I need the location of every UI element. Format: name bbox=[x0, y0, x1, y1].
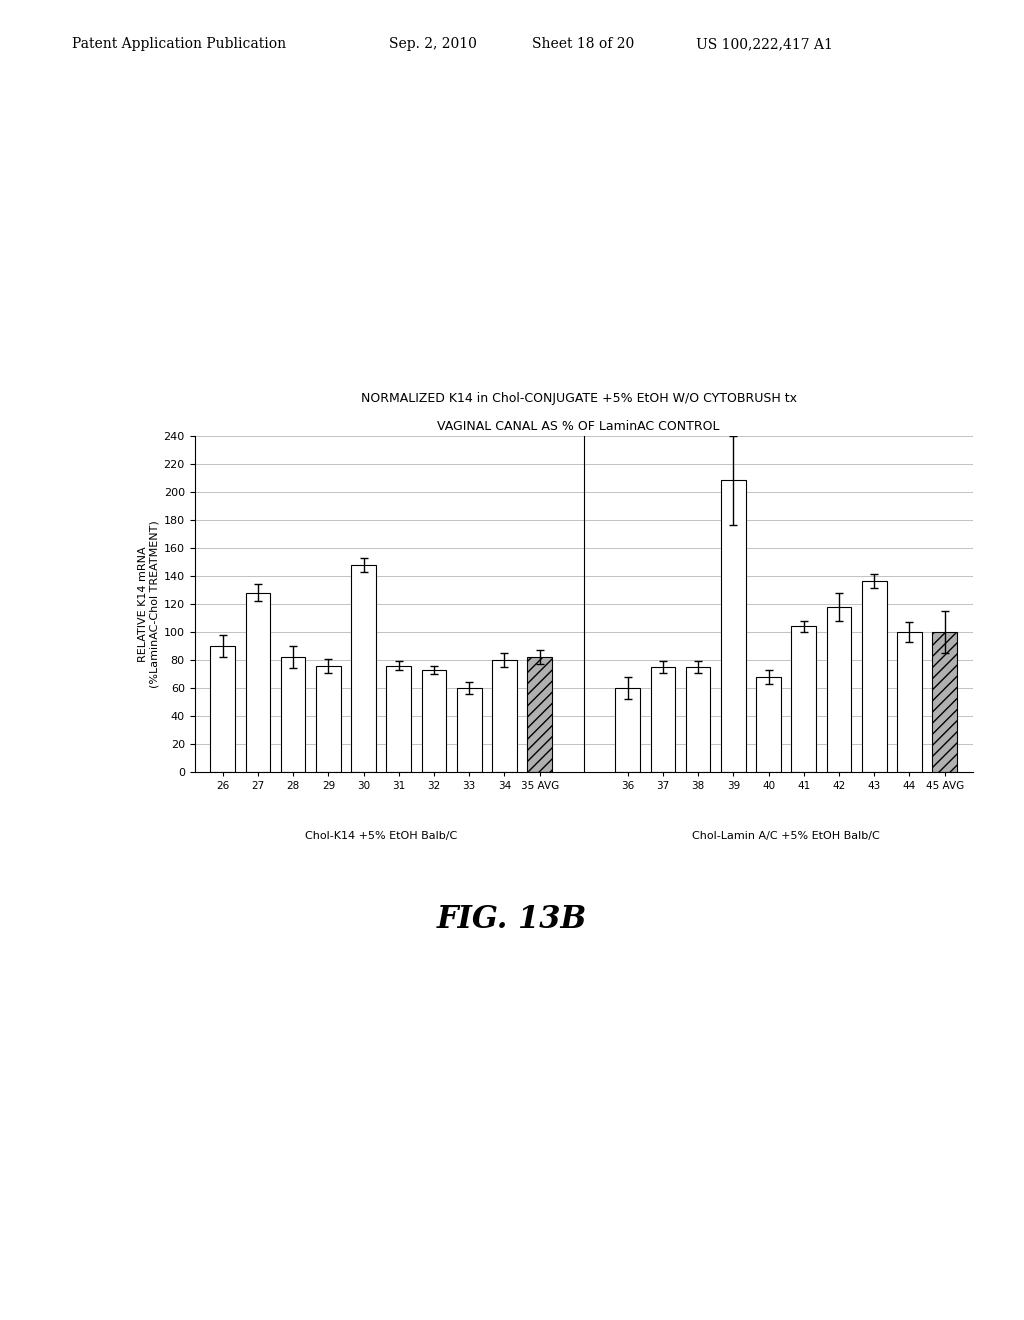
Bar bbox=[351, 565, 376, 772]
Bar bbox=[281, 657, 305, 772]
Bar bbox=[210, 645, 236, 772]
Bar bbox=[422, 669, 446, 772]
Bar bbox=[721, 480, 745, 772]
Bar bbox=[246, 593, 270, 772]
Bar bbox=[757, 677, 781, 772]
Bar bbox=[932, 632, 957, 772]
Bar bbox=[615, 688, 640, 772]
Bar bbox=[527, 657, 552, 772]
Bar bbox=[826, 607, 851, 772]
Text: VAGINAL CANAL AS % OF LaminAC CONTROL: VAGINAL CANAL AS % OF LaminAC CONTROL bbox=[437, 420, 720, 433]
Text: Sheet 18 of 20: Sheet 18 of 20 bbox=[532, 37, 635, 51]
Bar bbox=[650, 667, 675, 772]
Bar bbox=[493, 660, 517, 772]
Text: NORMALIZED K14 in Chol-CONJUGATE +5% EtOH W/O CYTOBRUSH tx: NORMALIZED K14 in Chol-CONJUGATE +5% EtO… bbox=[360, 392, 797, 405]
Text: Chol-K14 +5% EtOH Balb/C: Chol-K14 +5% EtOH Balb/C bbox=[305, 832, 458, 841]
Bar bbox=[386, 665, 411, 772]
Bar bbox=[686, 667, 711, 772]
Bar bbox=[897, 632, 922, 772]
Text: FIG. 13B: FIG. 13B bbox=[437, 904, 587, 935]
Bar bbox=[792, 627, 816, 772]
Bar bbox=[457, 688, 481, 772]
Text: Chol-Lamin A/C +5% EtOH Balb/C: Chol-Lamin A/C +5% EtOH Balb/C bbox=[692, 832, 880, 841]
Text: Patent Application Publication: Patent Application Publication bbox=[72, 37, 286, 51]
Bar bbox=[316, 665, 341, 772]
Text: Sep. 2, 2010: Sep. 2, 2010 bbox=[389, 37, 477, 51]
Y-axis label: RELATIVE K14 mRNA
(%LaminAC-Chol TREATMENT): RELATIVE K14 mRNA (%LaminAC-Chol TREATME… bbox=[138, 520, 160, 688]
Bar bbox=[862, 581, 887, 772]
Text: US 100,222,417 A1: US 100,222,417 A1 bbox=[696, 37, 834, 51]
